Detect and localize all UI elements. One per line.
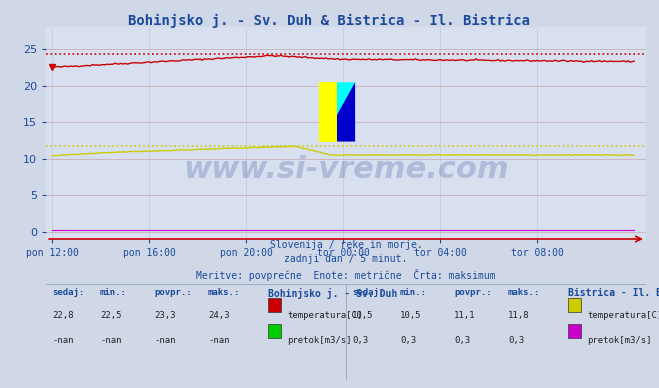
Text: pretok[m3/s]: pretok[m3/s] bbox=[287, 336, 352, 345]
Text: maks.:: maks.: bbox=[208, 288, 241, 298]
Text: min.:: min.: bbox=[400, 288, 427, 298]
Text: sedaj:: sedaj: bbox=[352, 288, 384, 298]
Text: Bohinjsko j. - Sv. Duh & Bistrica - Il. Bistrica: Bohinjsko j. - Sv. Duh & Bistrica - Il. … bbox=[129, 14, 530, 28]
Text: -nan: -nan bbox=[208, 336, 229, 345]
Text: -nan: -nan bbox=[100, 336, 122, 345]
Text: www.si-vreme.com: www.si-vreme.com bbox=[183, 154, 509, 184]
Text: min.:: min.: bbox=[100, 288, 127, 298]
Text: 0,3: 0,3 bbox=[352, 336, 368, 345]
Text: temperatura[C]: temperatura[C] bbox=[287, 311, 362, 320]
Text: Bohinjsko j. - Sv. Duh: Bohinjsko j. - Sv. Duh bbox=[268, 288, 397, 300]
Text: sedaj:: sedaj: bbox=[52, 288, 84, 298]
Polygon shape bbox=[337, 82, 355, 115]
Bar bbox=[268, 324, 281, 338]
Text: Bistrica - Il. Bistrica: Bistrica - Il. Bistrica bbox=[568, 288, 659, 298]
Bar bbox=[268, 298, 281, 312]
Text: Slovenija / reke in morje.
zadnji dan / 5 minut.
Meritve: povprečne  Enote: metr: Slovenija / reke in morje. zadnji dan / … bbox=[196, 241, 496, 281]
Bar bbox=[568, 324, 581, 338]
Text: pretok[m3/s]: pretok[m3/s] bbox=[587, 336, 652, 345]
Text: 0,3: 0,3 bbox=[454, 336, 470, 345]
Text: 23,3: 23,3 bbox=[154, 311, 175, 320]
Text: 10,5: 10,5 bbox=[352, 311, 374, 320]
Text: maks.:: maks.: bbox=[508, 288, 540, 298]
Polygon shape bbox=[337, 82, 355, 142]
Text: 24,3: 24,3 bbox=[208, 311, 229, 320]
Text: -nan: -nan bbox=[154, 336, 175, 345]
Text: 22,5: 22,5 bbox=[100, 311, 122, 320]
Bar bbox=[319, 82, 337, 142]
Text: povpr.:: povpr.: bbox=[454, 288, 492, 298]
Text: 11,1: 11,1 bbox=[454, 311, 475, 320]
Text: -nan: -nan bbox=[52, 336, 74, 345]
Text: 0,3: 0,3 bbox=[400, 336, 416, 345]
Text: 22,8: 22,8 bbox=[52, 311, 74, 320]
Text: temperatura[C]: temperatura[C] bbox=[587, 311, 659, 320]
Text: 10,5: 10,5 bbox=[400, 311, 422, 320]
Text: 0,3: 0,3 bbox=[508, 336, 524, 345]
Text: 11,8: 11,8 bbox=[508, 311, 529, 320]
Bar bbox=[568, 298, 581, 312]
Text: povpr.:: povpr.: bbox=[154, 288, 192, 298]
